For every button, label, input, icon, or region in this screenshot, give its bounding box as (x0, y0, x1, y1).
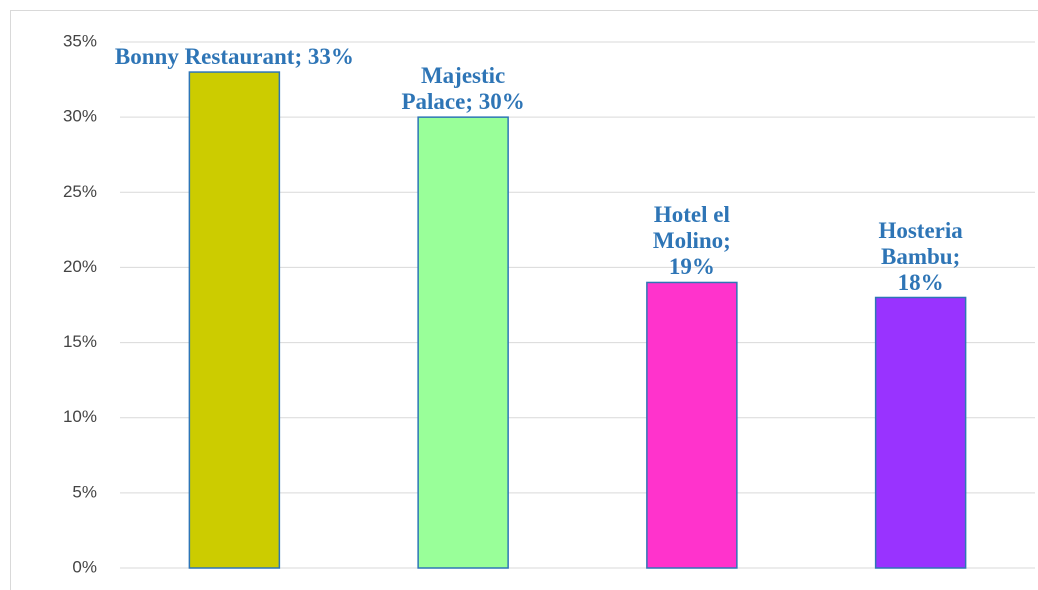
y-tick-label: 15% (63, 332, 97, 351)
bar (646, 281, 738, 569)
bar (874, 296, 967, 569)
y-tick-label: 25% (63, 182, 97, 201)
chart-border (10, 10, 1038, 590)
y-tick-label: 20% (63, 257, 97, 276)
data-label: Bonny Restaurant; 33% (114, 44, 354, 70)
y-tick-label: 0% (72, 557, 97, 576)
y-tick-label: 35% (63, 31, 97, 50)
data-label: Hotel el Molino; 19% (652, 202, 731, 280)
bar (417, 116, 509, 569)
data-label: Hosteria Bambu; 18% (878, 217, 963, 295)
y-tick-label: 10% (63, 407, 97, 426)
data-label: Majestic Palace; 30% (401, 63, 525, 115)
y-tick-label: 5% (72, 482, 97, 501)
bar (188, 71, 281, 569)
y-tick-label: 30% (63, 107, 97, 126)
